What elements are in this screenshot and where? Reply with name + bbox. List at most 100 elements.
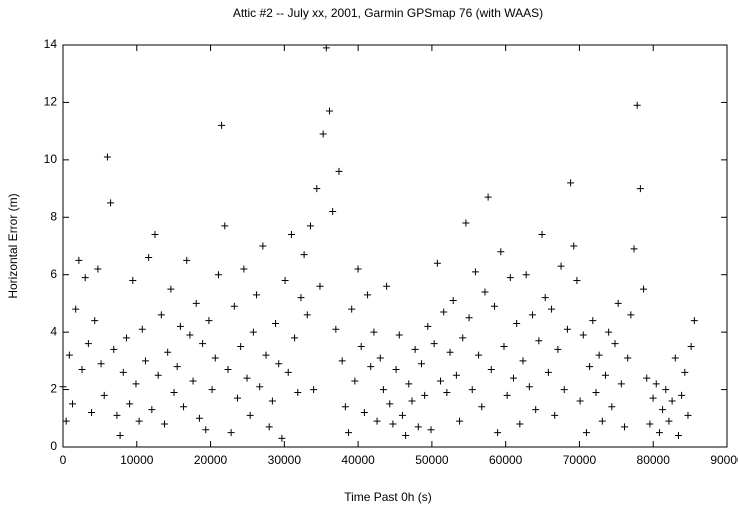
x-tick-label: 70000	[563, 453, 597, 467]
point	[417, 360, 425, 368]
point	[494, 429, 502, 437]
x-tick-label: 40000	[341, 453, 375, 467]
point	[192, 299, 200, 307]
point	[674, 432, 682, 440]
point	[313, 185, 321, 193]
point	[627, 311, 635, 319]
point	[132, 380, 140, 388]
point	[325, 107, 333, 115]
point	[529, 311, 537, 319]
point	[370, 328, 378, 336]
x-axis-label: Time Past 0h (s)	[344, 490, 432, 504]
point	[367, 363, 375, 371]
point	[662, 386, 670, 394]
y-tick-label: 4	[50, 324, 57, 338]
point	[509, 374, 517, 382]
point	[161, 420, 169, 428]
point	[579, 331, 587, 339]
point	[62, 417, 70, 425]
point	[586, 363, 594, 371]
point	[265, 423, 273, 431]
point	[668, 397, 676, 405]
point	[614, 299, 622, 307]
point	[249, 328, 257, 336]
point	[595, 351, 603, 359]
point	[598, 417, 606, 425]
point	[233, 394, 241, 402]
point	[605, 328, 613, 336]
point	[345, 429, 353, 437]
point	[446, 348, 454, 356]
point	[211, 354, 219, 362]
point	[687, 343, 695, 350]
point	[621, 423, 629, 431]
point	[113, 411, 121, 419]
point	[94, 265, 102, 273]
x-tick-label: 90000	[710, 453, 738, 467]
point	[576, 397, 584, 405]
point	[100, 391, 108, 399]
point	[440, 308, 448, 316]
point	[205, 317, 213, 325]
y-tick-label: 0	[50, 439, 57, 453]
point	[430, 340, 438, 348]
point	[59, 383, 67, 391]
point	[332, 325, 340, 333]
point	[411, 345, 419, 353]
point	[383, 282, 391, 290]
point	[665, 417, 673, 425]
point	[535, 337, 543, 345]
point	[259, 242, 267, 250]
point	[449, 297, 457, 305]
point	[119, 368, 127, 376]
point	[91, 317, 99, 325]
y-tick-label: 6	[50, 267, 57, 281]
point	[487, 365, 495, 373]
point	[348, 305, 356, 313]
point	[237, 343, 245, 350]
point	[173, 363, 181, 371]
point	[475, 351, 483, 359]
point	[646, 420, 654, 428]
point	[268, 397, 276, 405]
point	[97, 360, 105, 368]
point	[287, 231, 295, 239]
point	[275, 360, 283, 368]
point	[424, 322, 432, 330]
point	[319, 130, 327, 138]
point	[81, 274, 89, 282]
point	[338, 357, 346, 365]
point	[199, 340, 207, 348]
x-tick-label: 80000	[637, 453, 671, 467]
point	[681, 368, 689, 376]
point	[601, 371, 609, 379]
point	[329, 208, 337, 216]
point	[103, 153, 111, 161]
point	[303, 311, 311, 319]
point	[506, 274, 514, 282]
point	[107, 199, 115, 207]
point	[671, 354, 679, 362]
point	[272, 320, 280, 328]
x-tick-label: 60000	[489, 453, 523, 467]
point	[459, 334, 467, 342]
plot-frame	[62, 44, 728, 448]
point	[468, 386, 476, 394]
point	[557, 262, 565, 270]
point	[341, 403, 349, 411]
y-tick-label: 8	[50, 209, 57, 223]
point	[608, 403, 616, 411]
point	[402, 432, 410, 440]
point	[65, 351, 73, 359]
point	[183, 256, 191, 264]
point	[227, 429, 235, 437]
point	[456, 417, 464, 425]
point	[78, 365, 86, 373]
point	[306, 222, 314, 230]
point	[617, 380, 625, 388]
point	[214, 271, 222, 279]
point	[592, 388, 600, 396]
point	[392, 365, 400, 373]
point	[126, 400, 134, 408]
point	[281, 276, 289, 284]
